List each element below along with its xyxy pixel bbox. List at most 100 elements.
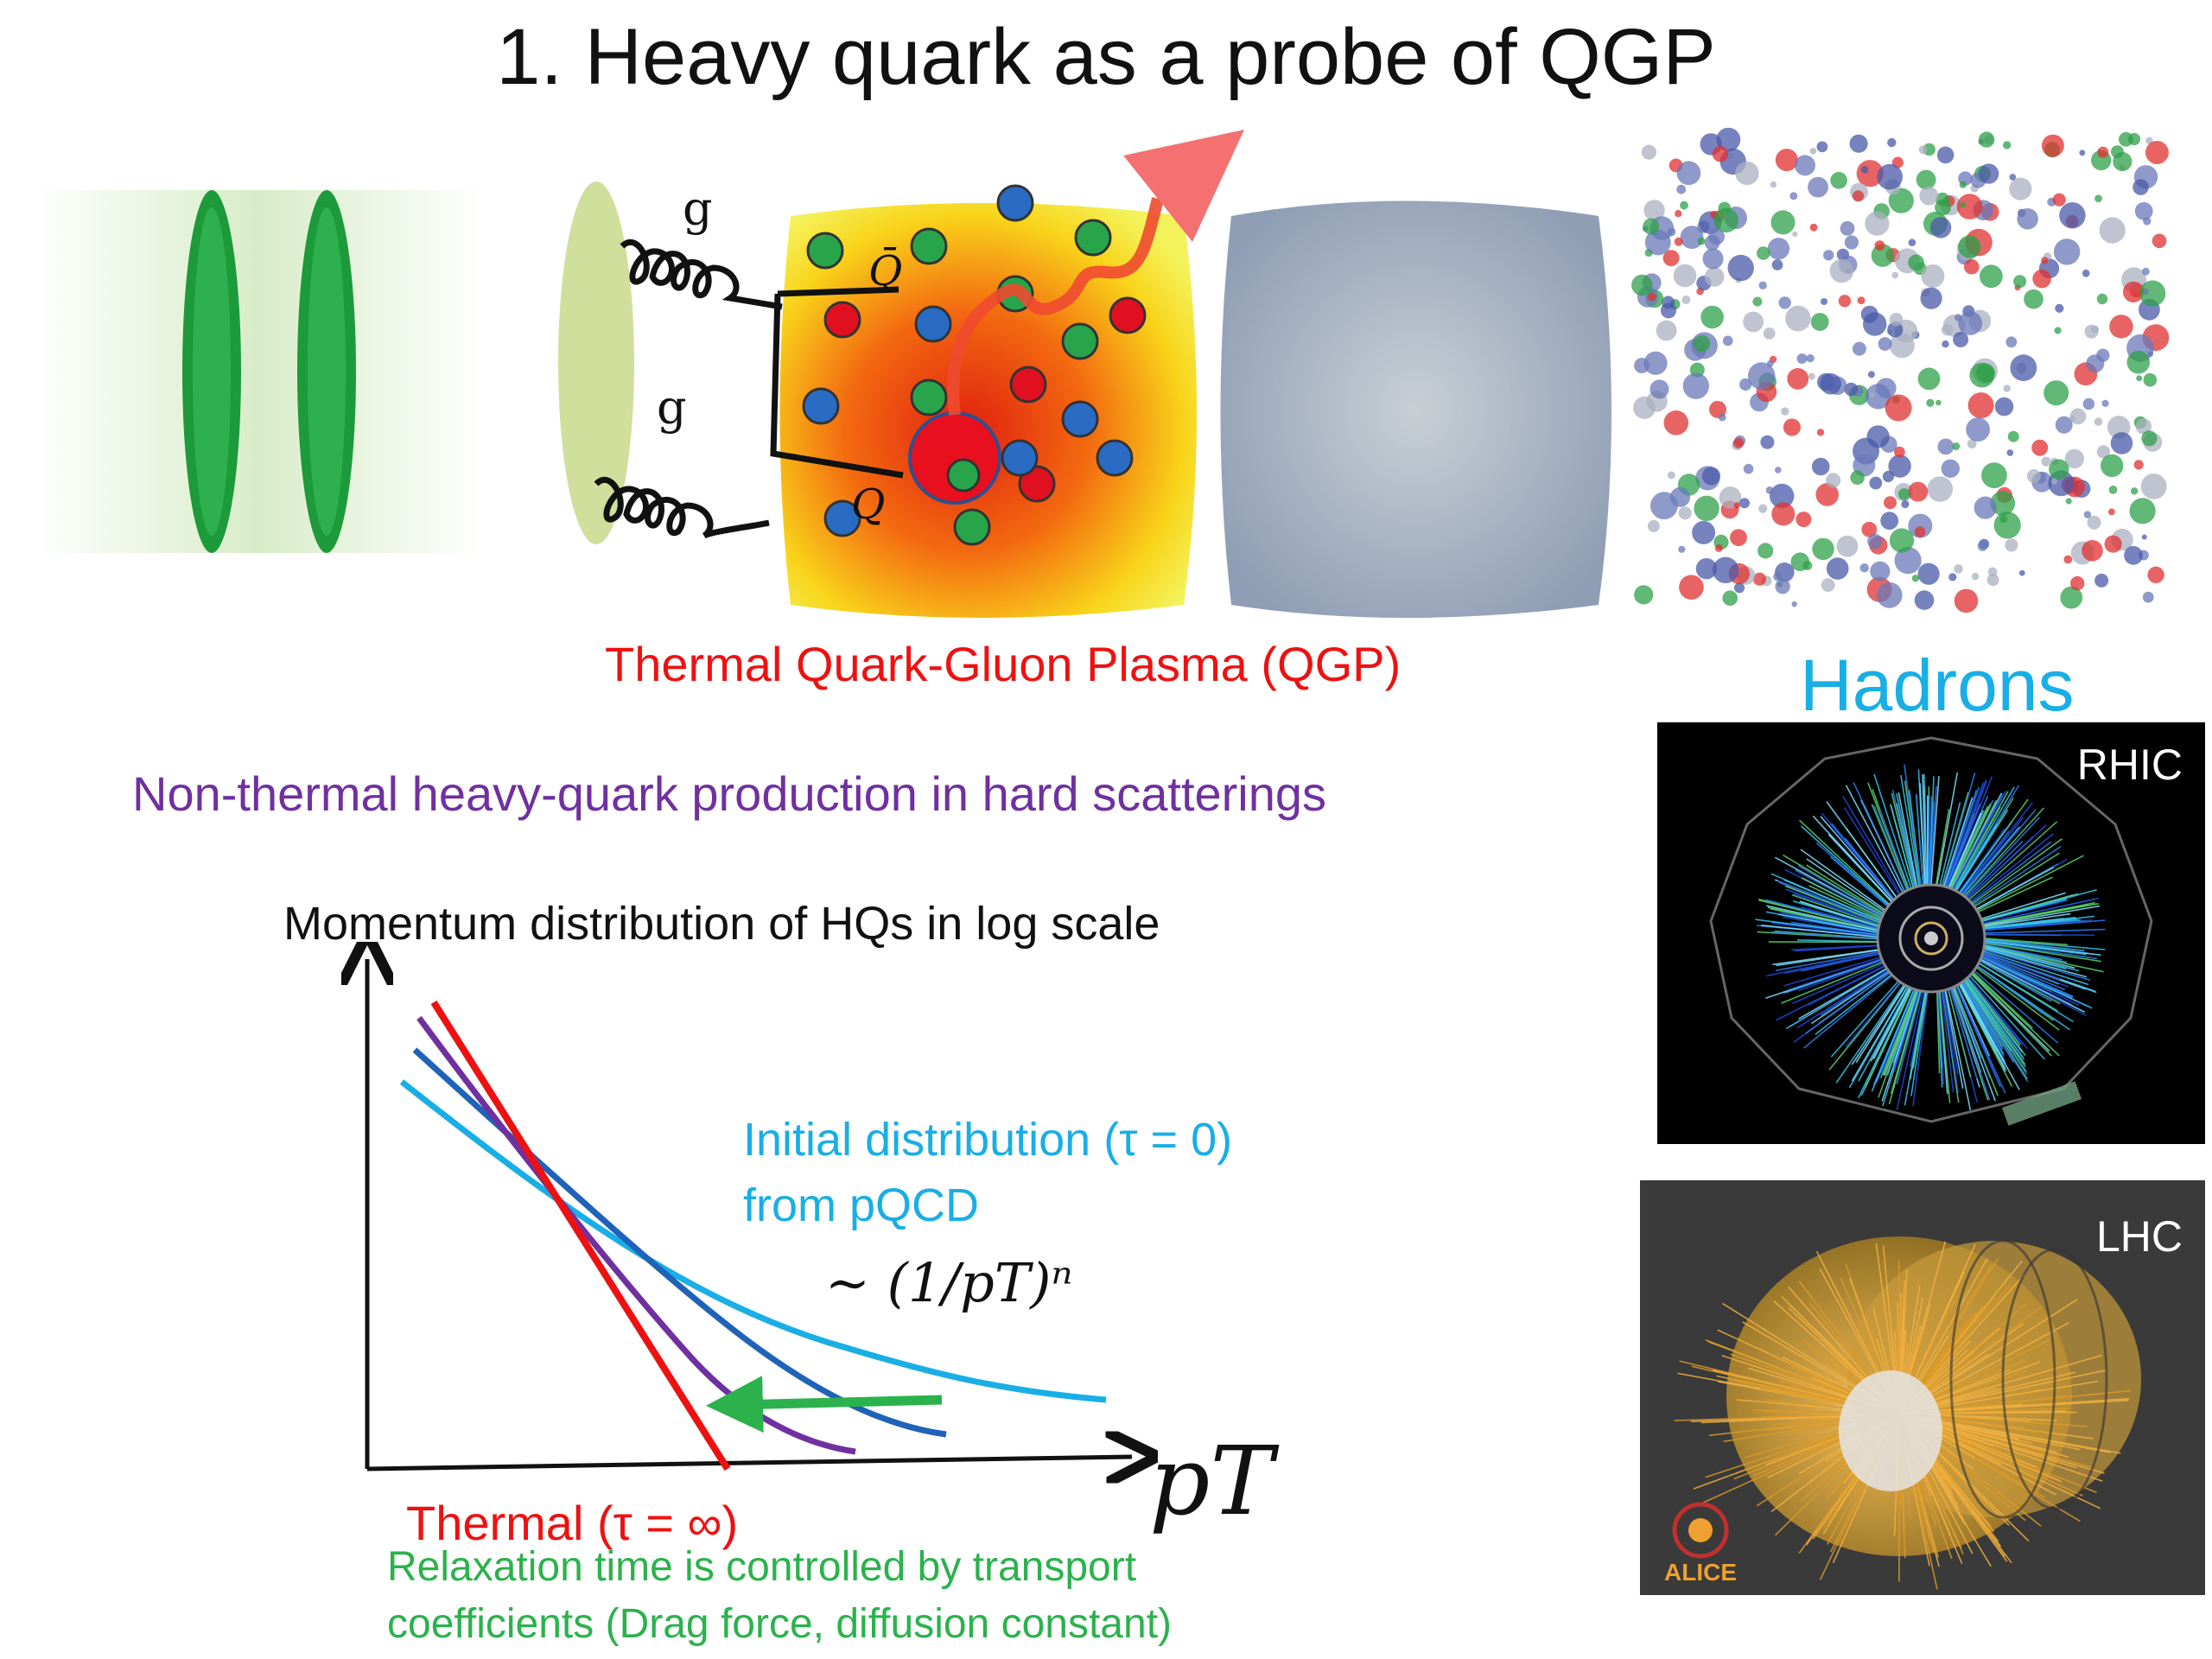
rhic-track <box>1777 880 1883 924</box>
rhic-track <box>1978 959 2052 1002</box>
rhic-track <box>1803 973 1895 1049</box>
hadron-particle <box>1971 572 1980 581</box>
hadrons-label: Hadrons <box>1800 645 2075 726</box>
hadron-particle <box>1735 161 1759 186</box>
hadron-particle <box>1901 499 1910 509</box>
hadron-particle <box>2003 385 2011 392</box>
hadron-particle <box>2010 354 2037 382</box>
hadron-particle <box>1676 161 1701 186</box>
rhic-track <box>1787 957 1884 991</box>
hadron-particle <box>1770 181 1777 188</box>
hadron-particle <box>2082 269 2090 277</box>
rhic-track <box>1766 905 1880 932</box>
rhic-track <box>1845 980 1902 1048</box>
rhic-track <box>1978 958 2087 1016</box>
hadron-particle <box>2070 575 2085 591</box>
hadron-particle <box>1778 296 1791 309</box>
hadron-particle <box>2055 416 2073 434</box>
hadron-particle <box>1981 462 2007 488</box>
hadron-particle <box>1865 211 1890 236</box>
hadron-particle <box>1917 563 1940 585</box>
rhic-track <box>1873 805 1910 893</box>
rhic-track <box>1894 988 1921 1070</box>
hadron-particle <box>1787 368 1809 390</box>
hadron-particle <box>1789 192 1798 200</box>
hadron-particle <box>1791 601 1797 607</box>
rhic-track <box>1811 969 1891 1025</box>
rhic-track <box>1952 985 1996 1102</box>
hadron-particle <box>1870 561 1891 582</box>
rhic-track <box>1928 796 1933 887</box>
rhic-track <box>1865 986 1914 1089</box>
hadron-particle <box>2142 591 2154 603</box>
rhic-track <box>1775 950 1882 971</box>
rhic-track <box>1881 988 1920 1102</box>
rhic-track <box>1966 976 2021 1046</box>
hadron-particle <box>1770 483 1795 509</box>
rhic-track <box>1896 988 1923 1085</box>
hadron-particle <box>1730 529 1747 546</box>
hadron-particle <box>1830 172 1847 189</box>
hadron-particle <box>2126 350 2151 374</box>
rhic-track <box>1940 988 1955 1093</box>
hadron-particle <box>1844 235 1859 250</box>
rhic-track <box>1982 939 2085 952</box>
hadron-particle <box>2096 293 2108 305</box>
hadron-particle <box>2133 460 2144 470</box>
hadron-particle <box>1859 563 1869 573</box>
hadron-particle <box>2060 586 2083 609</box>
rhic-track <box>1960 981 2005 1058</box>
hadron-particle <box>1680 226 1704 249</box>
rhic-track <box>1942 789 1978 889</box>
hadron-particle <box>1959 181 1967 188</box>
rhic-track <box>1975 963 2071 1031</box>
rhic-track <box>1930 776 1940 887</box>
hadron-particle <box>1757 246 1770 260</box>
rhic-event-image <box>1709 736 2153 1126</box>
gluon-label-bottom: g <box>657 380 687 435</box>
rhic-track <box>1976 962 2074 1023</box>
rhic-track <box>1982 942 2101 963</box>
hadron-particle <box>1889 313 1904 327</box>
hadron-particle <box>2031 439 2049 456</box>
rhic-track <box>1967 821 2058 902</box>
nonthermal-caption: Non-thermal heavy-quark production in ha… <box>132 766 1327 821</box>
rhic-track <box>1780 960 1885 1004</box>
initial-distribution-source-label: from pQCD <box>743 1179 980 1231</box>
hadron-particle <box>2003 141 2012 149</box>
hadron-particle <box>1874 240 1885 251</box>
quark-label: Q <box>851 480 885 529</box>
hadron-particle <box>2109 315 2133 339</box>
hadron-particle <box>2069 408 2087 425</box>
hadron-particle <box>1876 582 1903 608</box>
rhic-track <box>1929 785 1937 887</box>
rhic-track <box>1910 989 1929 1096</box>
hadron-particle <box>1704 267 1725 287</box>
hadron-particle <box>2097 146 2109 158</box>
rhic-track <box>1981 918 2064 929</box>
rhic-track <box>1981 950 2089 986</box>
hadron-particle <box>1958 311 1983 335</box>
thermal-label: Thermal (τ = ∞) <box>406 1496 739 1550</box>
hadron-particle <box>1960 201 1966 208</box>
hadron-particle <box>2133 179 2149 195</box>
hadron-particle <box>1773 572 1783 582</box>
rhic-track <box>1896 989 1924 1110</box>
hadron-particle <box>1975 363 1995 383</box>
lhc-event-image <box>1672 1236 2141 1590</box>
hadron-particle <box>1829 258 1854 283</box>
hadron-particle <box>1796 353 1808 364</box>
hadron-particle <box>1662 296 1675 309</box>
hadron-particle <box>1641 144 1656 160</box>
antiquark-label: Q̄ <box>868 245 902 296</box>
hadron-particle <box>2063 555 2073 564</box>
hadron-particle <box>1954 588 1979 613</box>
rhic-track <box>1948 810 1985 890</box>
series-intermediate-curve-1 <box>412 1047 947 1438</box>
hadron-particle <box>1712 556 1739 583</box>
rhic-track <box>1953 984 1999 1096</box>
hadron-particle <box>1771 502 1796 526</box>
hadron-particle <box>1796 512 1812 528</box>
hadron-particle <box>2143 372 2158 387</box>
rhic-track <box>1912 989 1928 1069</box>
